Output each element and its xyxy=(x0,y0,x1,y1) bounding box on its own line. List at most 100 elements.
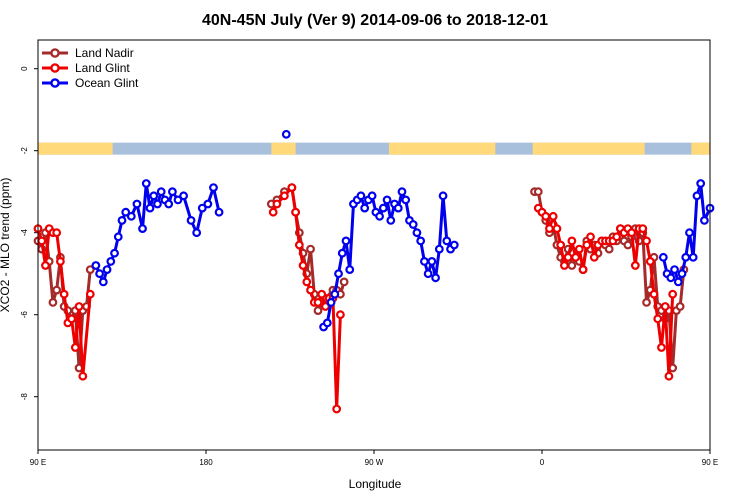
data-point-land-glint xyxy=(560,261,569,270)
data-point-land-glint xyxy=(664,371,674,381)
x-tick-label: 90 W xyxy=(365,458,384,467)
strip-land-2 xyxy=(388,142,496,155)
data-point-land-glint xyxy=(657,343,666,352)
data-point-ocean-glint xyxy=(110,248,119,258)
data-point-land-glint xyxy=(302,277,312,287)
data-point-land-glint xyxy=(294,240,304,250)
legend-label: Land Glint xyxy=(75,61,130,75)
data-point-ocean-glint xyxy=(356,191,366,201)
data-point-ocean-glint xyxy=(449,240,459,250)
data-point-land-glint xyxy=(630,261,640,270)
data-point-ocean-glint xyxy=(341,236,351,246)
data-point-land-glint xyxy=(74,302,84,311)
data-point-ocean-glint xyxy=(334,269,343,279)
data-point-land-glint xyxy=(298,261,308,270)
data-point-ocean-glint xyxy=(360,203,370,213)
data-point-land-glint xyxy=(272,199,282,209)
data-point-land-glint xyxy=(567,236,577,246)
data-point-land-glint xyxy=(78,371,88,381)
data-point-land-nadir xyxy=(48,298,58,307)
data-point-ocean-glint xyxy=(95,269,104,279)
series-ocean-glint xyxy=(91,129,715,332)
data-point-ocean-glint xyxy=(156,187,166,197)
strip-land-3 xyxy=(532,142,645,155)
data-point-ocean-glint xyxy=(386,215,396,225)
data-point-land-glint xyxy=(552,224,562,234)
data-point-land-glint xyxy=(336,310,345,320)
data-point-land-glint xyxy=(313,298,323,307)
legend-item-land-nadir: Land Nadir xyxy=(42,46,134,60)
x-tick-label: 180 xyxy=(199,458,213,467)
plot-frame xyxy=(37,39,711,451)
data-point-ocean-glint xyxy=(126,211,136,221)
data-point-ocean-glint xyxy=(98,277,108,287)
data-point-land-glint xyxy=(589,252,599,262)
data-point-land-glint xyxy=(649,289,659,299)
data-point-ocean-glint xyxy=(438,191,448,201)
x-tick-label: 90 E xyxy=(702,458,718,467)
data-point-ocean-glint xyxy=(442,236,452,246)
data-point-ocean-glint xyxy=(141,179,151,188)
data-point-ocean-glint xyxy=(670,265,679,275)
data-point-ocean-glint xyxy=(408,220,418,229)
data-point-land-glint xyxy=(287,183,297,193)
data-point-land-glint xyxy=(321,302,330,311)
data-point-ocean-glint xyxy=(326,298,336,307)
data-point-land-glint xyxy=(571,252,580,262)
data-point-land-glint xyxy=(586,232,595,242)
y-tick-label: -8 xyxy=(20,393,29,401)
data-point-ocean-glint xyxy=(397,187,407,197)
data-point-ocean-glint xyxy=(420,257,429,266)
strip-land-0 xyxy=(38,142,113,155)
data-point-ocean-glint xyxy=(673,277,683,287)
legend-item-ocean-glint: Ocean Glint xyxy=(42,76,139,90)
series-line-ocean-glint xyxy=(94,182,221,284)
y-tick-label: -2 xyxy=(20,147,29,155)
data-point-ocean-glint xyxy=(192,228,202,238)
series-line-land-glint xyxy=(36,227,92,378)
series-group xyxy=(33,129,715,414)
data-point-land-glint xyxy=(545,224,554,234)
data-point-ocean-glint xyxy=(121,207,131,217)
data-point-ocean-glint xyxy=(197,203,207,213)
data-point-land-glint xyxy=(627,228,636,238)
data-point-land-glint xyxy=(541,211,551,221)
data-point-land-glint xyxy=(317,289,327,299)
data-point-ocean-glint xyxy=(106,257,116,266)
data-point-ocean-glint xyxy=(203,199,213,209)
data-point-land-nadir xyxy=(567,261,577,270)
data-point-ocean-glint xyxy=(681,252,691,262)
legend-item-land-glint: Land Glint xyxy=(42,61,130,75)
data-point-land-nadir xyxy=(642,298,651,307)
data-point-land-glint xyxy=(291,207,301,217)
data-point-ocean-glint xyxy=(138,224,147,234)
data-point-land-glint xyxy=(548,211,558,221)
data-point-land-glint xyxy=(653,314,663,324)
data-point-land-glint xyxy=(56,257,65,266)
y-tick-label: -6 xyxy=(20,311,29,319)
data-point-ocean-glint xyxy=(412,228,422,238)
data-point-land-glint xyxy=(67,314,76,324)
data-point-ocean-glint xyxy=(102,265,112,275)
data-point-ocean-glint xyxy=(416,236,426,246)
data-point-ocean-glint xyxy=(322,318,332,328)
data-point-land-nadir xyxy=(623,240,633,250)
data-point-ocean-glint xyxy=(167,187,177,197)
data-point-ocean-glint xyxy=(685,228,694,238)
data-point-land-nadir xyxy=(52,285,62,295)
data-point-ocean-glint xyxy=(692,191,702,201)
y-tick-label: -4 xyxy=(20,229,29,237)
data-point-ocean-glint xyxy=(117,215,127,225)
data-point-ocean-glint xyxy=(375,211,385,221)
legend-marker xyxy=(50,48,60,58)
data-point-land-glint xyxy=(574,244,584,254)
data-point-ocean-glint xyxy=(173,195,183,205)
data-point-ocean-glint xyxy=(393,203,403,213)
data-point-land-glint xyxy=(556,240,566,250)
axes: 90 E 180 90 W 0 90 E 0 -2 -4 -6 -8 xyxy=(20,66,718,467)
data-point-land-nadir xyxy=(313,306,323,316)
data-point-ocean-glint xyxy=(382,195,392,205)
